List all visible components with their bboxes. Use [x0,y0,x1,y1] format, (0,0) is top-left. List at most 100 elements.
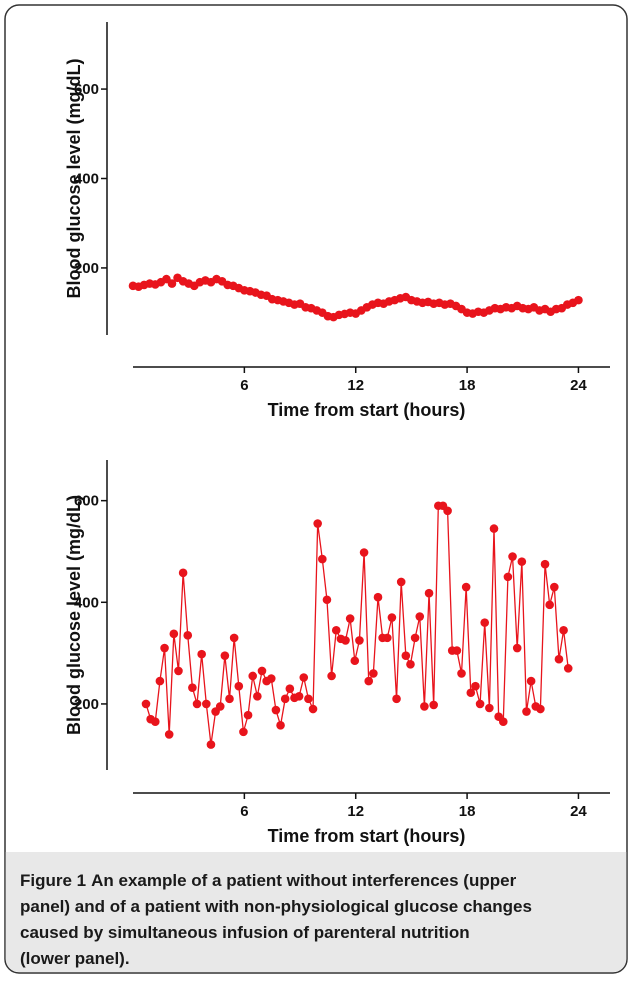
data-point [174,666,183,676]
caption-line: Figure 1 An example of a patient without … [20,871,517,890]
data-point [563,664,573,673]
data-point [243,710,253,720]
data-point [522,707,531,716]
caption-line: (lower panel). [20,949,130,968]
data-point [327,671,336,681]
data-point [169,629,179,639]
data-point [313,519,322,528]
data-point [271,705,281,715]
data-point [373,592,383,602]
data-point [266,674,276,683]
data-point [178,568,188,578]
caption-label: Figure 1 [20,871,86,890]
data-point [471,681,480,691]
data-point [554,654,564,664]
data-point [276,720,285,730]
y-tick-label: 600 [74,81,99,98]
caption-line: caused by simultaneous infusion of paren… [20,923,470,942]
data-point [318,554,327,564]
x-axis-title: Time from start (hours) [268,400,466,420]
x-tick-label: 6 [240,377,248,394]
data-point [164,730,174,739]
x-axis-title: Time from start (hours) [268,826,466,846]
x-tick-label: 24 [570,803,587,820]
x-tick-label: 18 [459,803,476,820]
caption-text: An example of a patient without interfer… [91,871,516,890]
x-tick-label: 6 [240,803,248,820]
data-point [197,649,206,659]
data-point [248,671,258,681]
data-point [401,651,411,660]
y-tick-label: 600 [74,493,99,510]
data-point [220,651,230,660]
data-point [517,557,527,566]
data-point [503,572,513,582]
data-point [574,295,583,305]
data-point [406,659,415,669]
caption-line: panel) and of a patient with non-physiol… [20,897,532,916]
data-point [457,669,466,678]
data-point [512,643,522,653]
x-tick-label: 12 [347,377,364,394]
y-tick-label: 400 [74,594,99,611]
data-point [188,683,197,692]
data-point [382,633,392,643]
data-point [429,700,438,710]
data-point [294,692,304,701]
data-point [359,548,369,557]
data-point [192,699,202,709]
data-point [489,524,499,533]
data-point [480,618,490,627]
data-point [299,673,309,682]
y-axis-title: Blood glucose level (mg/dL) [64,58,84,298]
data-point [536,704,545,714]
x-tick-label: 12 [347,803,364,820]
data-point [424,588,434,598]
x-tick-label: 24 [570,377,587,394]
data-point [415,612,425,621]
data-point [559,625,568,635]
data-point [350,656,360,666]
data-point [540,559,550,569]
data-point [285,684,295,693]
data-point [410,633,420,643]
data-point [206,740,216,749]
y-axis-title: Blood glucose level (mg/dL) [64,495,84,735]
data-point [526,676,536,686]
caption-bg [5,852,627,972]
data-point [498,717,508,727]
frame [4,4,628,974]
data-point [396,577,406,587]
data-point [392,694,401,704]
data-point [225,694,234,704]
y-tick-label: 200 [74,260,99,277]
data-point [183,631,193,640]
data-point [331,625,341,635]
data-point [485,703,494,713]
data-point [253,692,262,701]
data-point [155,676,165,686]
data-point [150,717,160,727]
data-point [234,681,244,691]
data-point [167,279,177,288]
data-point [508,552,517,561]
data-point [239,727,248,737]
data-point [364,676,374,686]
data-point [355,636,364,645]
y-tick-label: 200 [74,696,99,713]
data-point [257,666,267,676]
data-point [341,636,350,645]
data-point [461,582,471,592]
data-point [466,688,476,698]
data-point [452,646,462,655]
data-point [369,669,378,678]
data-point [475,699,485,709]
data-point [550,582,559,592]
data-point [141,699,151,709]
data-point [443,506,452,516]
data-point [229,633,239,643]
data-point [387,613,397,622]
y-tick-label: 400 [74,171,99,188]
data-point [280,694,290,704]
data-point [160,643,169,653]
